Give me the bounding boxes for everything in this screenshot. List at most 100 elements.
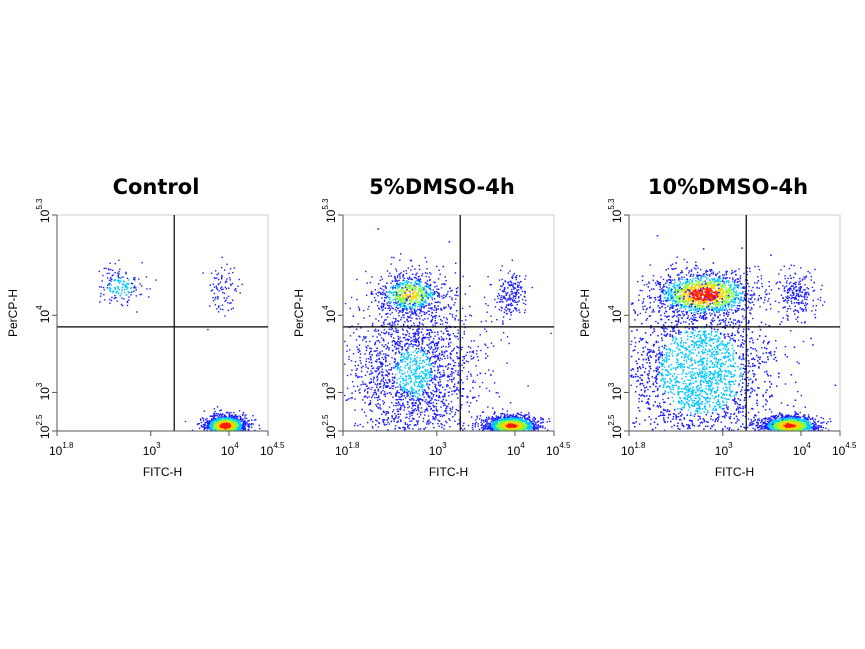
event-dot [378, 395, 380, 397]
event-dot [395, 279, 397, 281]
event-dot [224, 420, 226, 423]
event-dot [346, 344, 348, 347]
event-dot [136, 311, 138, 313]
event-dot [230, 423, 232, 425]
event-dot [521, 426, 523, 428]
event-dot [534, 418, 536, 420]
event-dot [401, 294, 404, 297]
event-dot [497, 415, 499, 418]
event-dot [397, 301, 399, 303]
event-dot [235, 288, 237, 290]
event-dot [113, 287, 116, 289]
event-dot [378, 301, 380, 303]
event-dot [436, 308, 438, 310]
event-dot [388, 373, 390, 375]
event-dot [411, 307, 414, 310]
event-dot [474, 423, 476, 425]
event-dot [486, 420, 488, 422]
event-dot [259, 427, 261, 430]
event-dot [380, 392, 382, 394]
event-dot [438, 294, 440, 296]
event-dot [126, 300, 128, 303]
event-dot [367, 421, 369, 424]
event-dot [421, 381, 423, 383]
event-dot [424, 374, 427, 376]
event-dot [546, 421, 548, 423]
event-dot [117, 287, 119, 290]
event-dot [222, 418, 225, 421]
event-dot [488, 428, 490, 430]
event-dot [376, 369, 378, 372]
event-dot [431, 296, 434, 299]
event-dot [487, 424, 489, 426]
event-dot [109, 282, 111, 285]
event-dot [407, 285, 410, 287]
event-dot [376, 350, 378, 352]
event-dot [405, 287, 407, 289]
event-dot [395, 297, 397, 300]
event-dot [432, 324, 434, 326]
event-dot [456, 294, 458, 297]
event-dot [373, 389, 376, 392]
event-dot [433, 343, 436, 345]
event-dot [394, 276, 396, 279]
event-dot [385, 286, 387, 289]
event-dot [419, 281, 422, 283]
event-dot [211, 427, 213, 429]
event-dot [423, 287, 425, 289]
event-dot [426, 280, 429, 282]
event-dot [413, 301, 416, 303]
event-dot [534, 421, 536, 423]
x-tick-label: 101.8 [49, 441, 74, 458]
event-dot [415, 294, 417, 297]
event-dot [415, 402, 417, 404]
event-dot [233, 427, 235, 429]
event-dot [218, 421, 220, 423]
event-dot [449, 426, 451, 428]
event-dot [397, 343, 399, 345]
event-dot [380, 331, 383, 334]
event-dot [437, 372, 439, 374]
event-dot [409, 281, 412, 284]
event-dot [488, 417, 491, 420]
event-dot [402, 287, 404, 290]
event-dot [221, 422, 223, 424]
event-dot [436, 344, 438, 347]
event-dot [422, 372, 424, 374]
event-dot [540, 426, 542, 428]
event-dot [445, 295, 447, 298]
event-dot [442, 338, 445, 340]
event-dot [454, 420, 456, 422]
event-dot [504, 429, 506, 431]
event-dot [239, 424, 241, 426]
event-dot [379, 398, 381, 401]
event-dot [489, 426, 492, 428]
event-dot [494, 411, 496, 413]
event-dot [378, 358, 380, 360]
event-dot [425, 399, 427, 401]
event-dot [395, 270, 398, 272]
event-dot [401, 301, 403, 304]
event-dot [394, 296, 397, 299]
event-dot [117, 274, 120, 277]
event-dot [399, 284, 401, 287]
event-dot [548, 418, 550, 420]
event-dot [457, 372, 459, 374]
event-dot [488, 425, 490, 428]
event-dot [411, 278, 413, 281]
event-dot [526, 424, 528, 427]
event-dot [380, 307, 383, 309]
event-dot [445, 280, 447, 282]
event-dot [410, 370, 413, 372]
event-dot [110, 288, 112, 290]
event-dot [102, 286, 105, 289]
event-dot [399, 303, 401, 305]
event-dot [405, 270, 407, 272]
event-dot [370, 402, 372, 404]
event-dot [384, 285, 386, 287]
event-dot [208, 423, 210, 425]
event-dot [102, 274, 104, 277]
event-dot [494, 426, 496, 428]
event-dot [409, 305, 411, 307]
event-dot [405, 293, 408, 295]
